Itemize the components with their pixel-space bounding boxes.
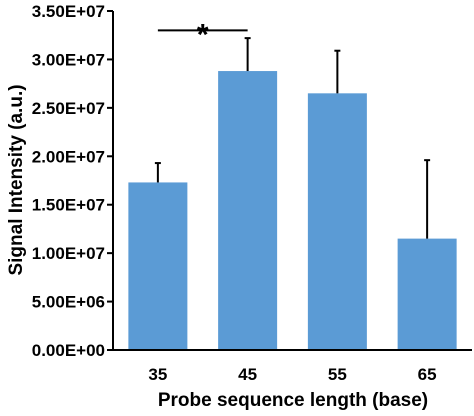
y-axis-ticks: 0.00E+00 5.00E+06 1.00E+07 1.50E+07 2.00E+07… [32,2,113,360]
y-tick-label: 0.00E+00 [32,341,105,360]
bar-45 [218,71,278,351]
x-tick-label: 35 [148,365,167,384]
plot-area: * [112,11,472,351]
y-tick-label: 3.00E+07 [32,50,105,69]
y-axis-title: Signal Intensity (a.u.) [6,84,27,275]
bar-65 [397,238,457,350]
significance-label: * [197,18,209,51]
y-tick-label: 3.50E+07 [32,2,105,21]
bar-35 [128,182,188,350]
y-tick-label: 1.50E+07 [32,196,105,215]
y-tick-label: 2.00E+07 [32,147,105,166]
x-axis-title: Probe sequence length (base) [158,390,428,411]
y-tick-label: 2.50E+07 [32,99,105,118]
x-tick-label: 45 [238,365,257,384]
y-tick-label: 5.00E+06 [32,293,105,312]
x-tick-label: 65 [418,365,437,384]
x-tick-label: 55 [328,365,347,384]
bar-55 [307,93,367,350]
y-tick-label: 1.00E+07 [32,244,105,263]
x-axis-ticks: 35 45 55 65 [148,365,436,384]
